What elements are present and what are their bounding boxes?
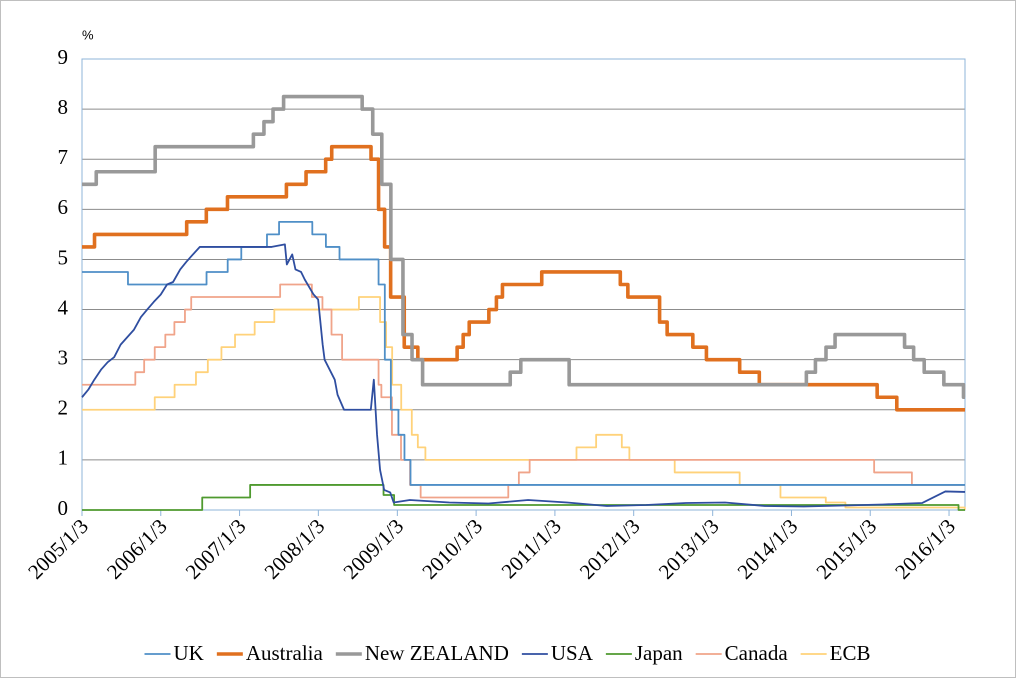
line-series [82, 283, 965, 499]
y-tick-label: 6 [58, 195, 69, 219]
line-series [82, 220, 965, 486]
y-tick-label: 4 [58, 295, 69, 319]
line-series [82, 94, 966, 400]
legend: UK Australia New ZEALAND USA Japan Canada ECB [144, 641, 871, 665]
legend-label: UK [174, 641, 204, 665]
legend-label: Canada [725, 641, 789, 665]
y-tick-label: 3 [58, 345, 69, 369]
y-unit: % [82, 27, 94, 42]
y-tick-label: 5 [58, 245, 69, 269]
legend-label: USA [551, 641, 594, 665]
legend-label: Australia [246, 641, 324, 665]
y-tick-label: 2 [58, 396, 69, 420]
legend-label: Japan [635, 641, 683, 665]
plot-frame [81, 58, 966, 511]
line-series [82, 144, 965, 412]
legend-label: ECB [830, 641, 871, 665]
y-tick-label: 0 [58, 496, 69, 520]
y-tick-label: 7 [58, 145, 69, 169]
line-series [81, 243, 966, 508]
y-tick-label: 9 [58, 45, 69, 69]
y-tick-label: 8 [58, 95, 69, 119]
legend-label: New ZEALAND [365, 641, 509, 665]
y-tick-label: 1 [58, 446, 69, 470]
